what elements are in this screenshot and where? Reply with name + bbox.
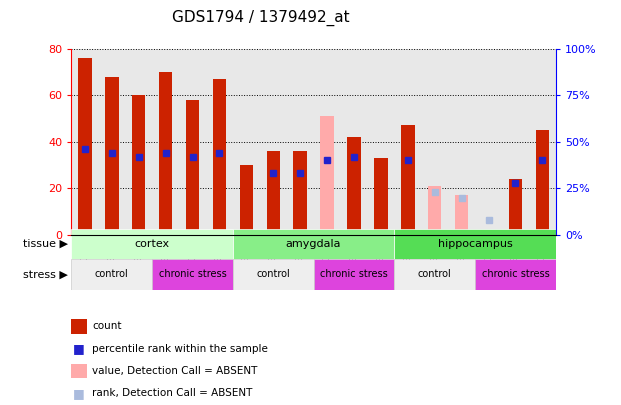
Bar [294,151,307,235]
Bar [347,137,361,235]
Text: chronic stress: chronic stress [320,269,388,279]
Bar [240,165,253,235]
Bar [320,116,334,235]
Text: tissue ▶: tissue ▶ [24,239,68,249]
Bar [401,126,414,235]
Bar [78,58,92,235]
Text: control: control [418,269,451,279]
Bar [266,151,280,235]
Text: control: control [95,269,129,279]
Bar [233,259,314,290]
Text: hippocampus: hippocampus [438,239,512,249]
Bar [475,259,556,290]
Text: chronic stress: chronic stress [158,269,227,279]
Text: control: control [256,269,290,279]
Bar [105,77,119,235]
Bar [428,186,442,235]
Bar [71,229,233,259]
Bar [152,259,233,290]
Bar [374,158,388,235]
Bar [455,195,468,235]
Text: GDS1794 / 1379492_at: GDS1794 / 1379492_at [172,10,350,26]
Text: stress ▶: stress ▶ [24,269,68,279]
Text: rank, Detection Call = ABSENT: rank, Detection Call = ABSENT [92,388,252,398]
Bar [71,259,152,290]
Text: amygdala: amygdala [286,239,342,249]
Text: ■: ■ [73,387,84,400]
Bar [535,130,549,235]
Bar [186,100,199,235]
Text: value, Detection Call = ABSENT: value, Detection Call = ABSENT [92,366,257,376]
Bar [159,72,172,235]
Bar [509,179,522,235]
Bar [132,95,145,235]
Bar [394,229,556,259]
Text: chronic stress: chronic stress [481,269,550,279]
Text: percentile rank within the sample: percentile rank within the sample [92,343,268,354]
Text: ■: ■ [73,342,84,355]
Text: count: count [92,321,122,331]
Bar [233,229,394,259]
Bar [314,259,394,290]
Bar [482,230,495,235]
Bar [394,259,475,290]
Bar [212,79,226,235]
Text: cortex: cortex [135,239,170,249]
